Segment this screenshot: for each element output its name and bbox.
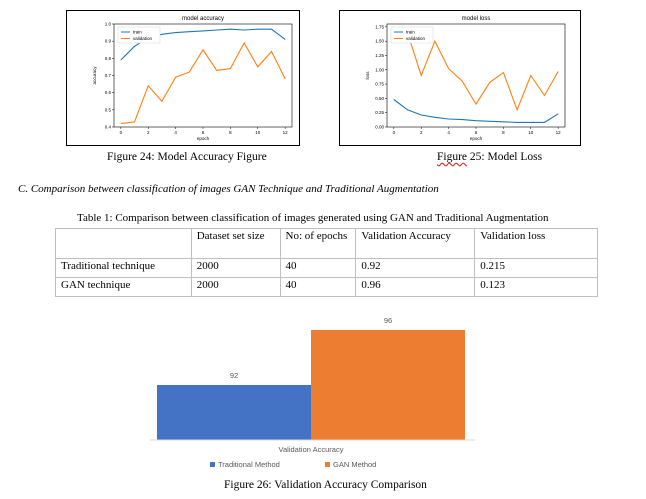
table-row: GAN technique 2000 40 0.96 0.123 [55,277,598,297]
x-tick-label: 8 [502,130,505,135]
legend-swatch [325,462,330,467]
bar-data-label: 96 [384,316,392,325]
figure-25-caption-rest: 25: Model Loss [467,151,543,163]
x-axis-label: epoch [470,136,483,141]
table-header-cell: No: of epochs [279,228,357,259]
legend-label: validation [133,36,153,41]
table-cell: 0.215 [474,258,598,278]
table-cell: 0.92 [355,258,476,278]
table-header-cell: Validation loss [474,228,598,259]
y-tick-label: 0.00 [375,125,384,130]
x-tick-label: 6 [202,130,205,135]
chart-title: model loss [462,16,491,22]
figure-25-caption-word: Figure [437,151,468,163]
table-cell: 40 [279,258,357,278]
table-caption: Table 1: Comparison between classificati… [77,212,549,224]
x-tick-label: 10 [528,130,534,135]
y-tick-label: 1.0 [105,22,112,27]
legend-swatch [210,462,215,467]
bar-data-label: 92 [230,371,238,380]
table-cell: 2000 [190,258,281,278]
x-tick-label: 12 [556,130,562,135]
table-header-row: Dataset set size No: of epochs Validatio… [55,228,598,259]
legend-label: train [406,30,415,35]
y-tick-label: 0.7 [105,73,112,78]
x-tick-label: 4 [174,130,177,135]
x-tick-label: 4 [447,130,450,135]
table-row: Traditional technique 2000 40 0.92 0.215 [55,258,598,278]
accuracy-figure: model accuracy 0.4 0.5 0.6 0.7 0.8 0.9 1.0 0 2 4 6 8… [66,10,300,146]
table-header-cell: Dataset set size [190,228,281,259]
x-tick-label: 8 [229,130,232,135]
table-cell: Traditional technique [55,258,192,278]
legend-label: GAN Method [333,460,376,469]
y-tick-label: 0.8 [105,56,112,61]
validation-accuracy-bar-chart: 92 96 Validation Accuracy Traditional Metho… [150,316,475,469]
y-tick-label: 0.50 [375,96,384,101]
bar-traditional-method [157,385,311,440]
y-tick-label: 1.50 [375,39,384,44]
y-axis-label: loss [365,71,370,80]
table-cell: 0.123 [474,277,598,297]
x-category-label: Validation Accuracy [279,445,344,454]
x-tick-label: 2 [420,130,423,135]
table-cell: 40 [279,277,357,297]
y-axis-label: accuracy [92,66,97,85]
series-line-validation [120,41,286,125]
x-tick-label: 10 [255,130,261,135]
y-tick-label: 0.4 [105,125,112,130]
x-axis-label: epoch [197,136,210,141]
table-cell: 2000 [190,277,281,297]
bar-gan-method [311,330,465,440]
chart-title: model accuracy [182,16,224,22]
x-tick-label: 2 [147,130,150,135]
y-tick-label: 0.25 [375,110,384,115]
table-cell: GAN technique [55,277,192,297]
y-tick-label: 1.25 [375,53,384,58]
y-tick-label: 1.75 [375,24,384,29]
figure-26-caption: Figure 26: Validation Accuracy Compariso… [224,479,427,491]
y-tick-label: 0.75 [375,82,384,87]
y-tick-label: 1.00 [375,67,384,72]
y-tick-label: 0.6 [105,90,112,95]
x-tick-label: 6 [475,130,478,135]
loss-chart: model loss 0.00 0.25 0.50 0.75 1.00 1.25 1.50 1.… [365,16,566,141]
loss-figure: model loss 0.00 0.25 0.50 0.75 1.00 1.25 1.50 1.… [339,10,581,146]
y-tick-label: 0.5 [105,107,112,112]
table-header-cell [55,228,192,259]
legend-label: train [133,30,142,35]
table-header-cell: Validation Accuracy [355,228,476,259]
section-heading: C. Comparison between classification of … [18,183,439,195]
legend-label: Traditional Method [218,460,280,469]
legend-label: validation [406,36,426,41]
x-tick-label: 0 [120,130,123,135]
series-line-train [393,99,559,123]
accuracy-chart: model accuracy 0.4 0.5 0.6 0.7 0.8 0.9 1.0 0 2 4 6 8… [92,16,293,141]
series-line-validation [393,29,559,112]
figure-24-caption: Figure 24: Model Accuracy Figure [107,151,267,163]
table-cell: 0.96 [355,277,476,297]
y-tick-label: 0.9 [105,39,112,44]
x-tick-label: 0 [393,130,396,135]
x-tick-label: 12 [283,130,289,135]
comparison-table: Dataset set size No: of epochs Validatio… [55,228,598,297]
figure-25-caption: Figure 25: Model Loss [437,151,542,163]
